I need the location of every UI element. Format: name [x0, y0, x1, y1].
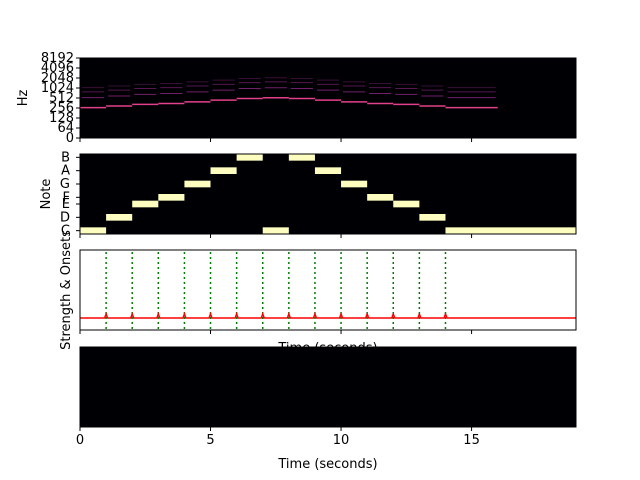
- onset-x-ticks: [79, 330, 473, 334]
- onset-strength-line: [80, 311, 576, 319]
- spectrogram-y-tick-label: 512: [49, 91, 74, 106]
- spectrogram-y-tick-label: 4096: [41, 61, 74, 76]
- spectrogram-x-ticks: [79, 138, 473, 142]
- empty-x-tick-label: 0: [76, 433, 84, 448]
- onset-ylabel: Strength & Onsets: [59, 230, 74, 350]
- chromagram-ylabel: Note: [39, 179, 54, 210]
- chromagram-background: [80, 154, 576, 234]
- empty-x-ticks: 0 5 10 15: [76, 427, 480, 448]
- empty-x-tick-label: 15: [463, 433, 480, 448]
- chromagram-cell: [210, 167, 237, 174]
- chromagram-cell: [106, 214, 133, 221]
- chromagram-y-tick-label: A: [61, 164, 70, 179]
- spectrogram-y-tick-label: 1024: [41, 81, 74, 96]
- chromagram-frame: [79, 153, 577, 235]
- chromagram-cell: [158, 194, 185, 201]
- onset-background: [80, 250, 576, 330]
- chromagram-cell: [419, 214, 446, 221]
- empty-background: [80, 347, 576, 427]
- chromagram-cell: [80, 227, 107, 234]
- chromagram-y-tick-label: E: [62, 197, 70, 212]
- chromagram-cell: [132, 200, 159, 208]
- chromagram-cell: [341, 180, 368, 188]
- empty-x-tick-label: 5: [206, 433, 214, 448]
- empty-x-tick-label: 10: [333, 433, 350, 448]
- empty-panel: 0 5 10 15 Time (seconds): [76, 346, 577, 472]
- chromagram-cell: [262, 227, 289, 234]
- onset-frame: [79, 249, 577, 331]
- chromagram-y-tick-label: G: [60, 177, 70, 192]
- spectrogram-frame: [79, 57, 577, 139]
- chromagram-cell: [367, 194, 394, 201]
- chromagram-y-tick-label: C: [61, 224, 70, 239]
- spectrogram-y-tick-label: 0: [66, 131, 74, 146]
- chromagram-cell: [445, 227, 576, 234]
- chromagram-y-tick-label: F: [63, 190, 70, 205]
- chromagram-y-tick-label: B: [61, 150, 70, 165]
- onset-panel: Strength & Onsets Time (seconds): [59, 230, 577, 356]
- empty-frame: [79, 346, 577, 428]
- chromagram-cells: [80, 154, 576, 234]
- chromagram-cell: [314, 167, 342, 174]
- spectrogram-y-tick-label: 256: [49, 101, 74, 116]
- spectrogram-background: [80, 58, 576, 138]
- spectrogram-y-tick-label: 64: [57, 121, 74, 136]
- chromagram-x-ticks: [79, 234, 473, 238]
- chromagram-cell: [184, 180, 211, 188]
- spectrogram-y-tick-label: 8192: [41, 51, 74, 66]
- chromagram-y-tick-label: D: [60, 210, 70, 225]
- chromagram-cell: [236, 154, 263, 161]
- empty-xlabel: Time (seconds): [277, 457, 377, 472]
- spectrogram-ylabel: Hz: [16, 90, 31, 107]
- spectrogram-y-tick-label: 128: [49, 111, 74, 126]
- spectrogram-tracks: [80, 77, 498, 109]
- onset-lines: [105, 252, 447, 330]
- spectrogram-y-tick-label: 2048: [41, 71, 74, 86]
- chromagram-cell: [288, 154, 315, 161]
- chromagram-cell: [393, 200, 420, 208]
